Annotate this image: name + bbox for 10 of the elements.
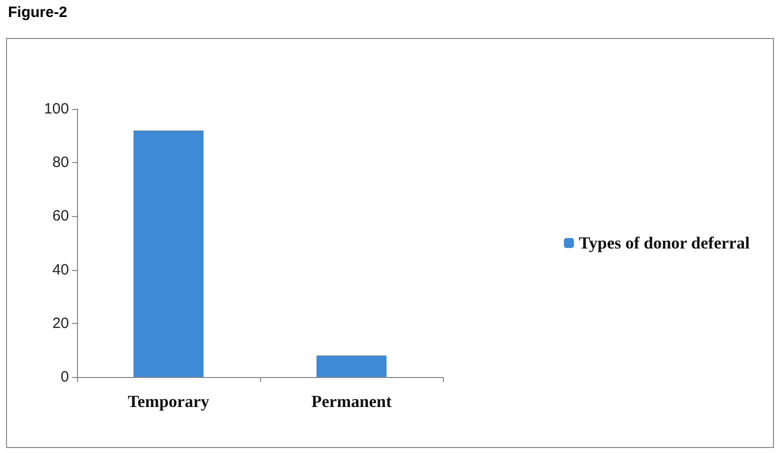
x-tick-label: Temporary [128,392,210,411]
y-tick-label: 100 [44,100,69,118]
y-tick-label: 40 [52,261,69,278]
chart-title: Figure-2 [8,4,68,21]
y-tick-label: 0 [60,368,69,386]
x-tick-label: Permanent [311,392,392,411]
y-tick-label: 60 [52,208,69,225]
y-tick-label: 20 [52,314,69,332]
y-tick-label: 80 [52,154,69,172]
legend-label: Types of donor deferral [578,234,750,252]
